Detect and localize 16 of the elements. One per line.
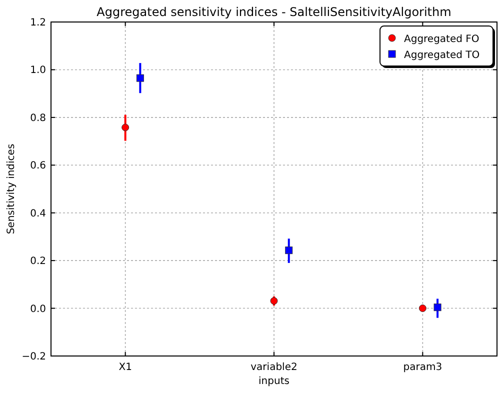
legend-label: Aggregated FO bbox=[404, 34, 480, 45]
y-tick-label: 0.6 bbox=[30, 160, 46, 172]
x-tick-label: X1 bbox=[118, 362, 132, 373]
y-tick-label: −0.2 bbox=[22, 352, 46, 362]
y-axis-title: Sensitivity indices bbox=[6, 144, 17, 234]
x-tick-label: param3 bbox=[403, 362, 442, 373]
x-tick-label: variable2 bbox=[250, 362, 298, 373]
y-tick-label: 0.2 bbox=[30, 256, 46, 268]
legend-label: Aggregated TO bbox=[404, 50, 480, 61]
y-tick-label: 1.0 bbox=[30, 65, 46, 76]
y-tick-label: 1.2 bbox=[30, 18, 46, 28]
y-tick-label: 0.8 bbox=[30, 112, 46, 124]
y-tick-label: 0.0 bbox=[30, 304, 46, 315]
x-axis-title: inputs bbox=[258, 376, 290, 387]
chart-title: Aggregated sensitivity indices - SaltelliSensitivityAlgorithm bbox=[96, 5, 452, 19]
y-tick-label: 0.4 bbox=[30, 208, 46, 220]
